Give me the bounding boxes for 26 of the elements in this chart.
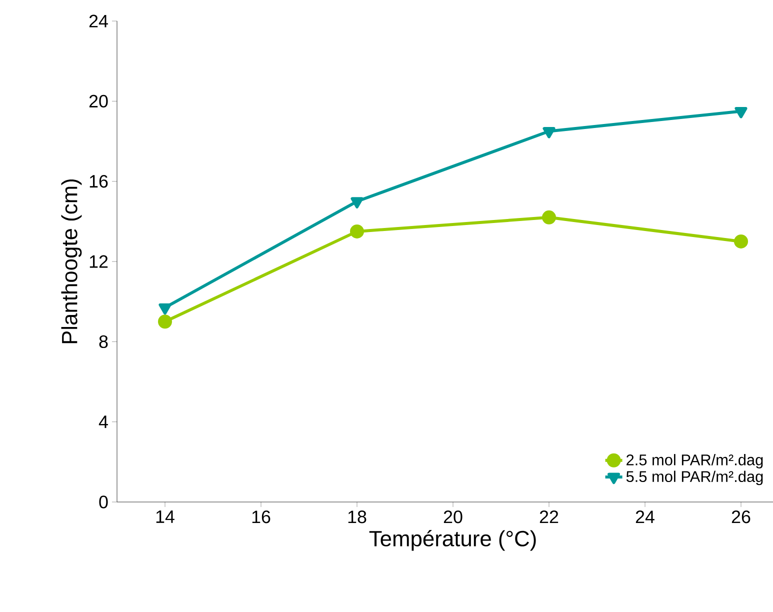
y-axis-title: Planthoogte (cm) <box>61 179 82 344</box>
x-tick-label: 26 <box>732 510 750 524</box>
y-tick-label: 20 <box>89 94 108 108</box>
y-tick-label: 4 <box>98 416 108 428</box>
x-tick-label: 18 <box>348 510 366 524</box>
legend-label: 2.5 mol PAR/m².dag <box>626 454 763 468</box>
point <box>542 210 556 224</box>
y-tick-label: 8 <box>99 335 108 348</box>
x-tick-label: 24 <box>636 510 654 524</box>
point <box>734 234 748 248</box>
y-tick-label: 16 <box>90 174 108 188</box>
y-tick-label: 12 <box>90 255 108 268</box>
point <box>350 224 364 238</box>
legend-label: 5.5 mol PAR/m².dag <box>626 470 763 486</box>
point <box>542 127 556 138</box>
x-axis-title: Température (°C) <box>369 530 536 551</box>
point <box>158 314 172 329</box>
x-tick-label: 22 <box>540 510 558 524</box>
y-tick-label: 24 <box>89 14 108 28</box>
point <box>158 303 172 315</box>
y-tick-label: 0 <box>99 496 108 508</box>
x-tick-label: 16 <box>252 510 270 524</box>
point <box>350 197 364 208</box>
point <box>734 106 748 118</box>
x-tick-label: 14 <box>156 510 174 523</box>
x-tick-label: 20 <box>444 510 462 524</box>
